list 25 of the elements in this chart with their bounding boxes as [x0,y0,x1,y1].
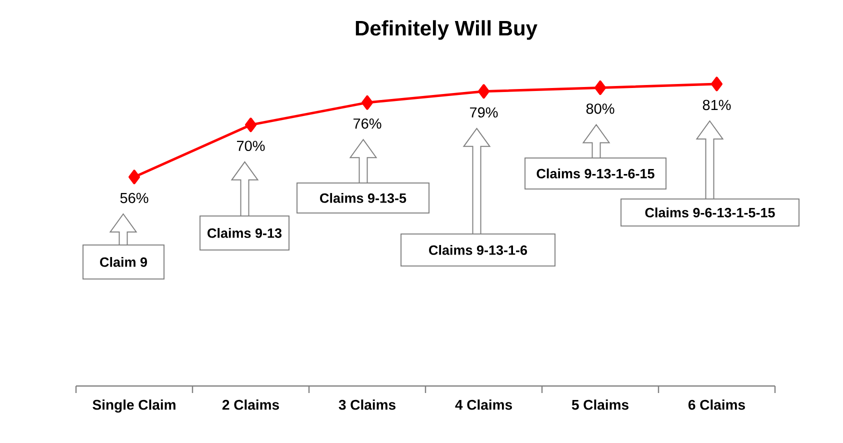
x-tick-label: 6 Claims [688,400,745,410]
data-label: 76% [353,118,382,129]
data-label: 70% [237,140,265,152]
annotation: Claims 9-13-1-6-15 [536,168,654,178]
data-label: 81% [702,100,731,110]
point [711,76,723,92]
text: Claims 9-13-1-6 [429,245,528,255]
chart-title: Definitely Will Buy [356,20,538,40]
point [362,95,374,110]
x-tick-label: 2 Claims [222,400,279,410]
data-label: 80% [586,104,614,114]
text: Claims 9-6-13-1-5-15 [645,208,775,218]
x-tick-label: 5 Claims [572,400,628,410]
x-tick-label: 3 Claims [338,400,396,410]
point [245,118,257,132]
x-tick-label: Single Claim [92,400,176,413]
point [478,84,490,99]
point [128,170,140,184]
point [594,80,606,95]
x-tick-label: 4 Claims [455,400,512,410]
data-label: 79% [470,107,498,118]
data-label: 56% [120,192,148,204]
text: Claims 9-13-5 [320,193,406,203]
text: Claim 9 [100,257,147,267]
text: Claims 9-13 [208,228,282,238]
